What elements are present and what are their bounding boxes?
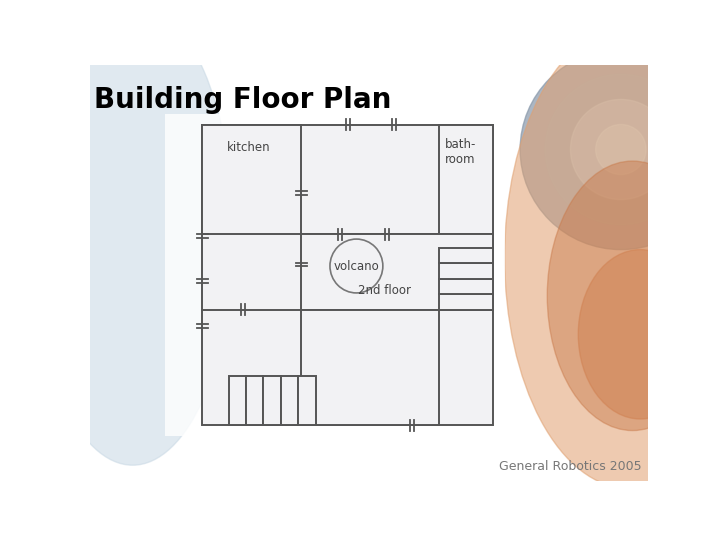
- Text: kitchen: kitchen: [227, 141, 271, 154]
- Bar: [301, 309, 439, 425]
- Bar: [228, 376, 246, 425]
- Ellipse shape: [520, 49, 720, 249]
- Bar: [301, 234, 493, 309]
- Bar: [439, 264, 493, 279]
- Bar: [298, 376, 315, 425]
- Bar: [439, 248, 493, 264]
- Bar: [439, 279, 493, 294]
- Ellipse shape: [32, 3, 233, 465]
- Bar: [281, 376, 298, 425]
- Ellipse shape: [547, 161, 718, 430]
- Ellipse shape: [578, 249, 702, 419]
- Bar: [246, 376, 264, 425]
- Text: 2nd floor: 2nd floor: [358, 284, 410, 298]
- Text: Building Floor Plan: Building Floor Plan: [94, 85, 391, 113]
- Text: General Robotics 2005: General Robotics 2005: [499, 460, 642, 473]
- Ellipse shape: [570, 99, 671, 200]
- Bar: [439, 125, 493, 234]
- Text: bath-
room: bath- room: [445, 138, 476, 166]
- Bar: [439, 294, 493, 309]
- Ellipse shape: [545, 75, 696, 225]
- Bar: [202, 125, 301, 234]
- Ellipse shape: [330, 239, 383, 293]
- Bar: [264, 376, 281, 425]
- Ellipse shape: [595, 125, 646, 174]
- FancyBboxPatch shape: [165, 114, 505, 436]
- Text: volcano: volcano: [333, 260, 379, 273]
- Bar: [202, 125, 493, 425]
- Ellipse shape: [505, 26, 720, 488]
